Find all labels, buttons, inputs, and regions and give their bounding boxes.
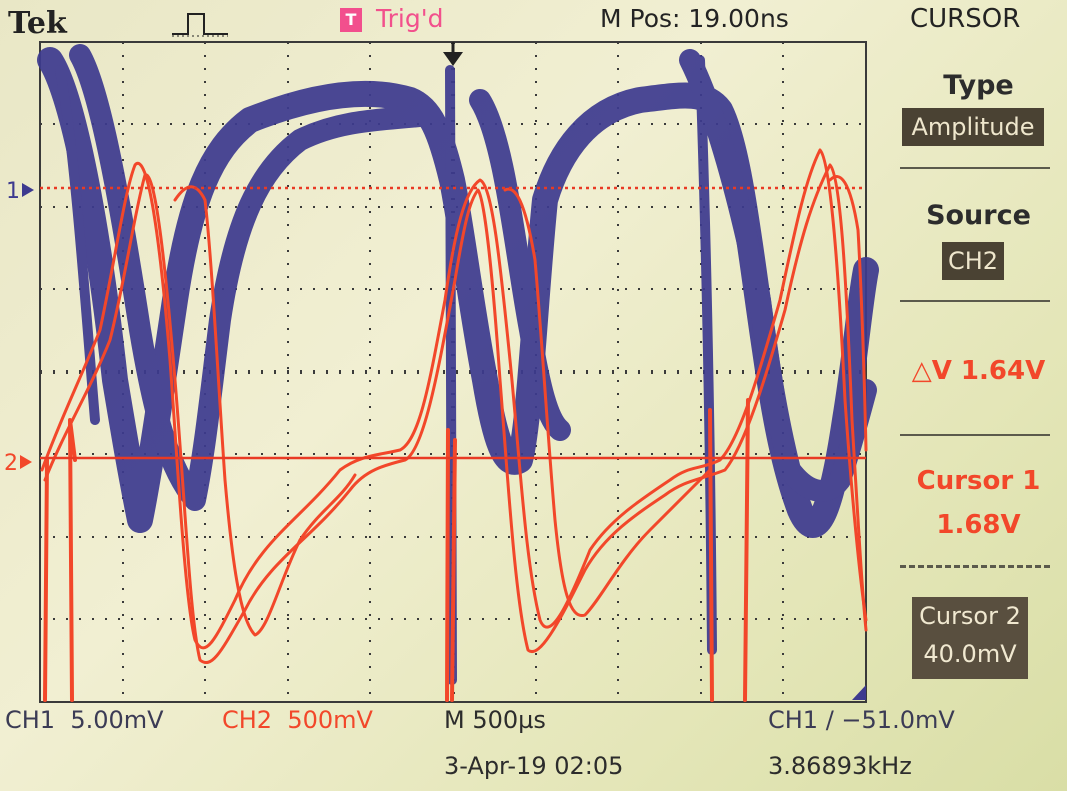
trigger-status: Trig'd (376, 4, 444, 33)
cursor-1-value: 1.68V (936, 510, 1021, 540)
ch1-marker: 1 (6, 179, 20, 204)
trigger-pulse-icon (172, 13, 228, 37)
source-label: Source (926, 200, 1031, 231)
ch1-scale: CH1 5.00mV (5, 706, 164, 734)
ch2-scale: CH2 500mV (222, 706, 373, 734)
brand-logo: Tek (8, 6, 67, 41)
time-scale: M 500µs (444, 706, 546, 734)
trigger-level: CH1 ∕ −51.0mV (768, 706, 955, 734)
ch1-trace (37, 44, 879, 685)
waveform-display: 1 2 (4, 41, 879, 703)
trigger-position-marker (443, 52, 463, 66)
type-value[interactable]: Amplitude (902, 108, 1044, 146)
ch2-marker: 2 (4, 451, 18, 476)
trigger-level-marker (852, 685, 866, 700)
cursor-2-button[interactable]: Cursor 2 40.0mV (912, 597, 1028, 679)
menu-title: CURSOR (910, 4, 1021, 34)
trigger-icon: T (340, 8, 362, 32)
cursor-2-label: Cursor 2 (919, 602, 1021, 630)
trigger-frequency: 3.86893kHz (768, 752, 912, 780)
cursor-menu: Type Amplitude Source CH2 △V 1.64V Curso… (890, 42, 1067, 702)
cursor-1-label[interactable]: Cursor 1 (916, 466, 1041, 496)
source-value[interactable]: CH2 (942, 242, 1004, 280)
date-time: 3-Apr-19 02:05 (444, 752, 624, 780)
cursor-2-value: 40.0mV (923, 640, 1017, 668)
ch2-trace (40, 148, 868, 702)
horizontal-position: M Pos: 19.00ns (600, 4, 789, 33)
status-bar: Tek T Trig'd M Pos: 19.00ns CURSOR (0, 0, 1067, 42)
delta-v-readout: △V 1.64V (911, 356, 1046, 386)
type-label: Type (943, 70, 1014, 101)
